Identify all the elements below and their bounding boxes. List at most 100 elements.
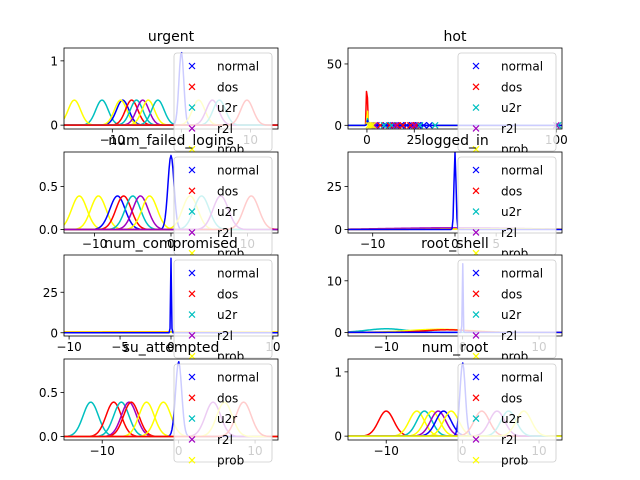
legend-marker-u2r [188, 311, 196, 319]
y-tick-label: 0 [334, 430, 342, 444]
subplot-title: num_compromised [104, 236, 238, 252]
subplot-num_compromised: −10 −5 0 10025normaldosu2rr2lprobnum_compro… [43, 236, 281, 364]
legend-box [457, 52, 557, 152]
legend-marker-dos [472, 290, 480, 298]
legend-label-r2l: r2l [217, 226, 233, 240]
legend-marker-u2r [472, 415, 480, 423]
legend-marker-dos [472, 83, 480, 91]
legend-marker-u2r [188, 104, 196, 112]
marker-dos [393, 121, 401, 129]
y-tick-label: 0 [334, 223, 342, 237]
axes-frame [347, 358, 563, 441]
x-tick-label: 0 [167, 340, 175, 354]
legend-marker-normal [472, 62, 480, 70]
x-tick-label: −10 [374, 444, 399, 458]
legend-label-dos: dos [501, 391, 522, 405]
legend-marker-r2l [188, 124, 196, 132]
x-tick-label: −10 [360, 237, 385, 251]
y-tick-label: 1 [334, 365, 342, 379]
legend-marker-prob [188, 456, 196, 464]
legend-marker-dos [472, 394, 480, 402]
subplot-title: urgent [148, 29, 195, 45]
legend-marker-u2r [472, 311, 480, 319]
legend-label-dos: dos [217, 184, 238, 198]
legend-marker-r2l [188, 331, 196, 339]
legend-box [173, 52, 273, 152]
legend-marker-normal [472, 269, 480, 277]
legend-label-r2l: r2l [501, 433, 517, 447]
legend-label-normal: normal [501, 267, 543, 281]
legend-marker-u2r [188, 208, 196, 216]
x-tick-label: 0 [451, 237, 459, 251]
legend-marker-r2l [188, 435, 196, 443]
legend-label-normal: normal [217, 267, 259, 281]
x-tick-label: 0 [167, 237, 175, 251]
legend-marker-dos [188, 83, 196, 91]
x-tick-label: 25 [407, 133, 422, 147]
subplot-title: logged_in [421, 133, 489, 149]
legend-marker-prob [472, 352, 480, 360]
legend-label-normal: normal [501, 371, 543, 385]
legend-label-normal: normal [501, 60, 543, 74]
y-tick-label: 50 [327, 57, 342, 71]
axes-frame [63, 358, 279, 441]
subplot-root_shell: −10010010normaldosu2rr2lprobroot_shell [327, 236, 563, 364]
legend-marker-r2l [472, 228, 480, 236]
legend-label-prob: prob [501, 454, 528, 468]
x-tick-label: −10 [100, 133, 125, 147]
y-tick-label: 0.5 [39, 180, 58, 194]
subplot-title: root_shell [421, 236, 489, 252]
legend-label-u2r: u2r [217, 412, 237, 426]
y-tick-label: 0 [50, 119, 58, 133]
legend-label-u2r: u2r [501, 205, 521, 219]
marker-normal [426, 121, 433, 129]
legend-label-u2r: u2r [217, 101, 237, 115]
legend-marker-dos [188, 290, 196, 298]
marker-dos [399, 121, 407, 129]
legend-label-r2l: r2l [501, 122, 517, 136]
legend-label-u2r: u2r [501, 101, 521, 115]
subplot-num_failed_logins: −100100.00.5normaldosu2rr2lprobnum_faile… [39, 133, 279, 261]
legend-label-normal: normal [501, 164, 543, 178]
legend-label-u2r: u2r [501, 412, 521, 426]
legend-marker-r2l [472, 435, 480, 443]
legend-marker-normal [472, 166, 480, 174]
legend-marker-dos [188, 187, 196, 195]
legend-marker-prob [472, 145, 480, 153]
x-tick-label: 0 [363, 133, 371, 147]
legend-label-r2l: r2l [501, 329, 517, 343]
y-tick-label: 0.0 [39, 430, 58, 444]
subplot-su_attempted: −100100.00.5normaldosu2rr2lprobsu_attemp… [39, 340, 279, 468]
y-tick-label: 10 [327, 274, 342, 288]
legend-label-u2r: u2r [501, 308, 521, 322]
subplot-num_root: −1001001normaldosu2rr2lprobnum_root [334, 340, 563, 468]
legend-label-normal: normal [217, 371, 259, 385]
legend-label-dos: dos [217, 80, 238, 94]
legend-marker-dos [472, 187, 480, 195]
legend-label-dos: dos [501, 80, 522, 94]
subplot-title: hot [444, 29, 467, 45]
legend-box [457, 259, 557, 359]
y-tick-label: 0.0 [39, 223, 58, 237]
legend-label-normal: normal [217, 164, 259, 178]
subplot-title: num_failed_logins [108, 133, 234, 149]
y-tick-label: 1 [50, 54, 58, 68]
x-tick-label: −5 [111, 340, 129, 354]
legend-label-prob: prob [217, 454, 244, 468]
legend-label-dos: dos [501, 287, 522, 301]
legend-label-r2l: r2l [217, 433, 233, 447]
marker-u2r [380, 121, 388, 129]
subplot-urgent: −1001001normaldosu2rr2lproburgent [50, 29, 279, 157]
legend-box [457, 363, 557, 463]
legend-marker-u2r [472, 104, 480, 112]
y-tick-label: 0 [334, 119, 342, 133]
y-tick-label: 0 [334, 326, 342, 340]
marker-u2r [416, 121, 424, 129]
legend-marker-prob [188, 145, 196, 153]
legend-marker-u2r [472, 208, 480, 216]
legend-label-dos: dos [217, 287, 238, 301]
x-tick-label: −10 [374, 340, 399, 354]
